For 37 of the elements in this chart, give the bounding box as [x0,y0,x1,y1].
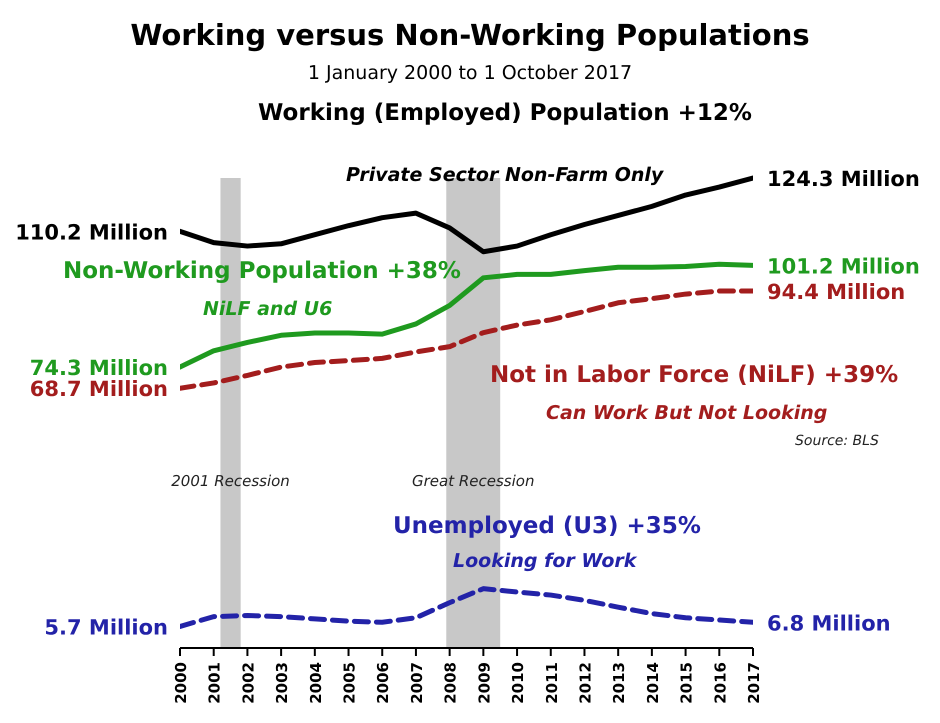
annotation: Can Work But Not Looking [546,402,828,424]
x-tick-label: 2000 [172,662,190,704]
x-tick-label: 2007 [408,662,426,704]
data-label: 110.2 Million [15,220,168,244]
band-label: Great Recession [412,472,534,490]
x-tick-label: 2013 [610,662,628,704]
x-tick-label: 2003 [273,662,292,704]
band-label: 2001 Recession [171,472,290,490]
x-tick-label: 2006 [374,662,392,704]
x-tick-label: 2005 [340,662,359,704]
annotation: Private Sector Non-Farm Only [346,164,664,186]
x-tick-label: 2017 [745,662,763,704]
chart-title: Working versus Non-Working Populations [129,18,811,52]
x-tick-label: 2011 [542,662,561,704]
annotation: Looking for Work [453,550,636,572]
x-tick-label: 2014 [644,662,662,704]
data-label: 5.7 Million [44,615,168,640]
x-tick-label: 2008 [442,662,460,704]
text: Working (Employed) Population +12% [258,100,752,126]
series-label: Not in Labor Force (NiLF) +39% [490,362,898,388]
x-tick-label: 2004 [306,662,325,704]
data-label: 101.2 Million [767,254,920,278]
x-tick-label: 2001 [206,662,224,704]
x-tick-label: 2016 [711,662,730,704]
annotation: NiLF and U6 [203,298,332,320]
data-label: 94.4 Million [767,280,906,304]
source-note: Source: BLS [795,433,879,449]
x-tick-label: 2015 [678,662,696,704]
x-tick-label: 2012 [576,662,594,704]
x-tick-label: 2002 [239,662,258,704]
series-label: Non-Working Population +38% [63,258,461,284]
chart-subtitle: 1 January 2000 to 1 October 2017 [306,62,634,84]
x-tick-label: 2009 [475,662,494,704]
text: Unemployed (U3) +35% [393,513,701,539]
data-label: 124.3 Million [767,167,920,191]
x-tick-label: 2010 [509,662,528,704]
data-label: 6.8 Million [767,611,891,636]
